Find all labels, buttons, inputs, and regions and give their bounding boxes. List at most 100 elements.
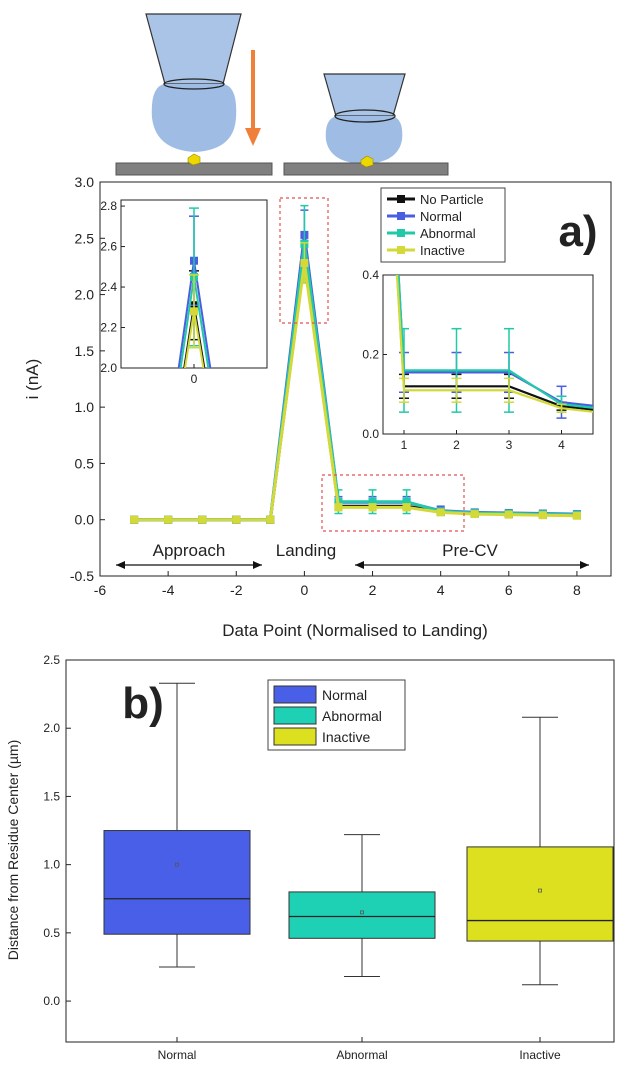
y-tick-label-a: -0.5 (70, 568, 94, 584)
box-abnormal (288, 891, 436, 939)
inset-right-x-tick-label: 4 (558, 438, 565, 452)
y-tick-label-b: 2.0 (43, 721, 60, 735)
data-point (300, 259, 309, 268)
x-tick-label-a: 4 (437, 582, 445, 598)
y-tick-label-b: 1.5 (43, 789, 60, 803)
inset-right-series (395, 275, 593, 419)
data-point (504, 510, 513, 519)
data-point (198, 515, 207, 524)
data-point (402, 503, 411, 512)
legend-b: Normal Abnormal Inactive (267, 679, 406, 751)
x-tick-label-b: Normal (158, 1048, 197, 1062)
legend-a-label: Abnormal (420, 226, 476, 241)
legend-b-swatch (273, 685, 317, 704)
data-point (402, 497, 411, 506)
data-point (368, 497, 377, 506)
schematic (115, 13, 449, 176)
x-axis-label-a: Data Point (Normalised to Landing) (222, 621, 488, 640)
y-tick-label-a: 0.0 (75, 512, 95, 528)
inset-right-y-tick-label: 0.4 (362, 268, 379, 282)
y-axis-label-b: Distance from Residue Center (µm) (5, 740, 21, 960)
phase-annotations: Approach Landing Pre-CV (116, 541, 589, 569)
inset-right-x-tick-label: 2 (453, 438, 460, 452)
legend-a: No Particle Normal Abnormal Inactive (380, 187, 506, 263)
box-normal (103, 830, 251, 935)
x-tick-label-a: 2 (369, 582, 377, 598)
inset-right-x-tick-label: 3 (506, 438, 513, 452)
pipette-landed-illustration (323, 73, 406, 164)
panel-b-chart: 0.0 0.5 1.0 1.5 2.0 2.5 Normal Abnormal Inactive… (5, 653, 615, 1062)
x-tick-label-a: -2 (230, 582, 243, 598)
pipette-approach-illustration (145, 13, 242, 152)
inset-left-y-tick-label: 2.4 (100, 280, 117, 294)
inset-right-x-tick-label: 1 (401, 438, 408, 452)
mean-marker (175, 862, 179, 867)
y-tick-label-a: 0.5 (75, 455, 95, 471)
y-tick-label-b: 0.5 (43, 926, 60, 940)
inset-left-y-tick-label: 2.6 (100, 240, 117, 254)
inset-left-y-tick-label: 2.2 (100, 321, 117, 335)
data-point (334, 503, 343, 512)
legend-a-label: Inactive (420, 243, 465, 258)
x-tick-label-a: -4 (162, 582, 175, 598)
inset-left-x-tick-label: 0 (191, 372, 198, 386)
plot-frame-b (65, 659, 615, 1043)
x-tick-label-a: -6 (94, 582, 107, 598)
panel-a-label: a) (558, 207, 597, 256)
arrow-down-icon (245, 50, 261, 146)
inset-right-y-tick-label: 0.0 (362, 427, 379, 441)
data-point (572, 511, 581, 520)
panel-b-label: b) (122, 679, 164, 728)
inset-left: 2.0 2.2 2.4 2.6 2.8 0 (100, 199, 268, 386)
data-point (470, 510, 479, 519)
inset-left-y-tick-label: 2.8 (100, 199, 117, 213)
x-tick-label-a: 0 (301, 582, 309, 598)
legend-b-label: Normal (322, 687, 367, 703)
x-tick-label-b: Inactive (519, 1048, 561, 1062)
legend-b-swatch (273, 727, 317, 746)
y-tick-label-a: 1.0 (75, 399, 95, 415)
mean-marker (360, 910, 364, 915)
plot-frame (99, 181, 612, 577)
x-tick-label-a: 8 (573, 582, 581, 598)
y-tick-label-a: 2.0 (75, 287, 95, 303)
inset-left-point (190, 307, 198, 316)
data-point (164, 515, 173, 524)
inset-left-y-tick-label: 2.0 (100, 361, 117, 375)
particle-right (360, 155, 374, 168)
legend-a-swatch-marker (397, 195, 405, 203)
annotation-landing: Landing (276, 541, 337, 560)
legend-a-label: Normal (420, 209, 462, 224)
inset-left-series (177, 207, 212, 368)
highlight-precv-box (321, 474, 465, 532)
particle-left (187, 153, 201, 166)
x-tick-label-b: Abnormal (336, 1048, 387, 1062)
inset-right: 0.0 0.2 0.4 1 2 3 4 (362, 268, 594, 452)
mean-marker (538, 888, 542, 893)
highlight-landing-box (279, 197, 329, 324)
annotation-precv: Pre-CV (442, 541, 498, 560)
x-tick-label-a: 6 (505, 582, 513, 598)
data-point (436, 508, 445, 517)
legend-a-swatch-marker (397, 229, 405, 237)
inset-right-line (397, 275, 593, 409)
legend-b-label: Inactive (322, 729, 370, 745)
legend-a-swatch-marker (397, 212, 405, 220)
legend-a-swatch-marker (397, 246, 405, 254)
legend-b-label: Abnormal (322, 708, 382, 724)
data-point (130, 515, 139, 524)
legend-a-label: No Particle (420, 192, 484, 207)
inset-right-line (397, 275, 593, 407)
series-line-inactive (134, 262, 577, 522)
inset-right-line (395, 275, 593, 413)
annotation-approach: Approach (153, 541, 226, 560)
y-tick-label-b: 1.0 (43, 858, 60, 872)
legend-b-swatch (273, 706, 317, 725)
panel-a-chart: -6 -4 -2 0 2 4 6 8 -0.5 0.0 0.5 1.0 1.5 2.0 2.5 3.0 2.0… (23, 174, 612, 640)
box-inactive (466, 846, 614, 942)
inset-right-line (396, 275, 593, 411)
y-tick-label-a: 2.5 (75, 230, 95, 246)
y-tick-label-b: 0.0 (43, 994, 60, 1008)
inset-right-y-tick-label: 0.2 (362, 348, 379, 362)
